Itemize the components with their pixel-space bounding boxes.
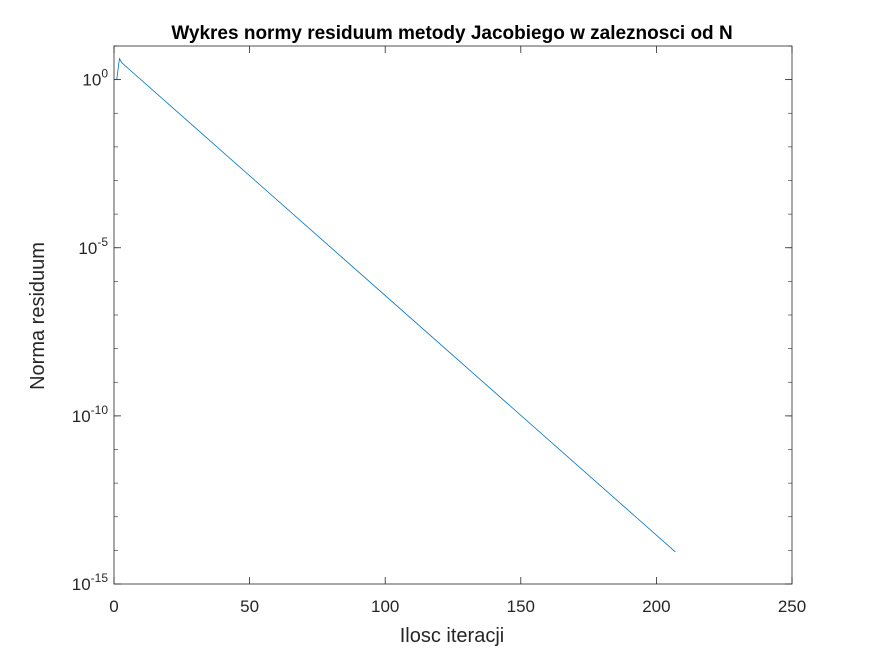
y-axis-label: Norma residuum [27, 242, 49, 390]
x-tick-label: 0 [109, 597, 118, 616]
series-line-0 [116, 57, 676, 553]
x-tick-label: 150 [507, 597, 535, 616]
x-tick-label: 100 [371, 597, 399, 616]
x-axis-label: Ilosc iteracji [400, 625, 504, 647]
chart-title: Wykres normy residuum metody Jacobiego w… [171, 23, 732, 44]
y-tick-label: 10-10 [72, 403, 109, 426]
y-tick-label: 10-5 [78, 235, 108, 258]
x-tick-label: 50 [240, 597, 259, 616]
y-tick-label: 100 [82, 67, 108, 90]
y-tick-label: 10-15 [72, 571, 109, 594]
x-tick-label: 200 [642, 597, 670, 616]
x-tick-label: 250 [778, 597, 806, 616]
plot-border [113, 45, 793, 585]
plot-area [114, 46, 792, 584]
